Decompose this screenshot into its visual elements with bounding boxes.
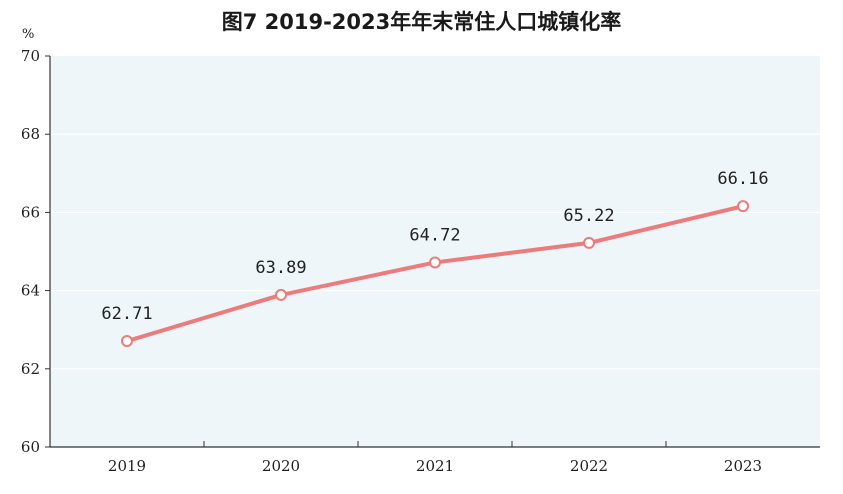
data-point [583,236,595,249]
data-point [121,335,133,348]
data-point [275,288,287,301]
data-label: 65.22 [563,206,614,226]
data-point [737,200,749,213]
x-tick-label: 2022 [570,457,608,475]
data-label: 63.89 [255,258,306,278]
data-point [429,256,441,269]
data-label: 62.71 [101,304,152,324]
y-tick-label: 68 [21,125,40,143]
y-tick-label: 62 [21,360,40,378]
y-tick-label: 70 [21,47,40,65]
data-label: 66.16 [717,169,768,189]
y-axis-unit: % [22,27,35,42]
x-tick-label: 2023 [724,457,762,475]
y-tick-label: 64 [21,282,40,300]
grid-lines [50,133,820,370]
x-tick-label: 2021 [416,457,454,475]
chart-title: 图7 2019-2023年年末常住人口城镇化率 [221,10,622,34]
series [121,200,749,348]
y-tick-label: 60 [21,438,40,456]
x-axis-ticks: 2019 2020 2021 2022 2023 [108,441,762,475]
plot-area [50,56,820,447]
y-axis-ticks: 60 62 64 66 68 70 [21,47,50,456]
data-label: 64.72 [409,225,460,245]
y-tick-label: 66 [21,203,40,221]
axes [49,56,820,448]
data-labels: 62.71 63.89 64.72 65.22 66.16 [101,169,768,324]
x-tick-label: 2020 [262,457,300,475]
x-tick-label: 2019 [108,457,146,475]
